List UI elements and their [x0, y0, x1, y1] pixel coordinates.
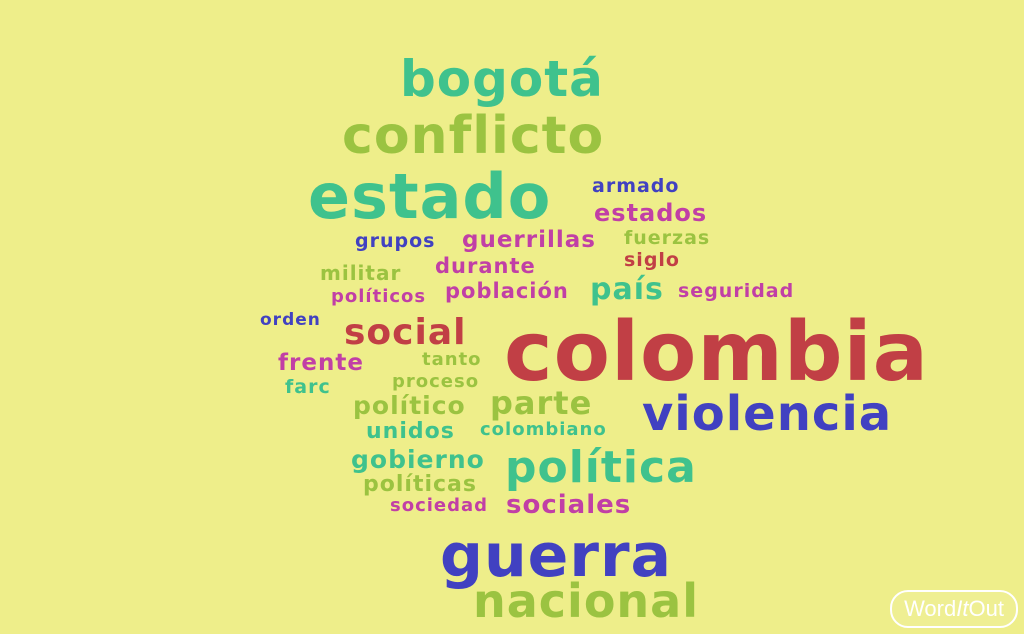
- word-19: tanto: [422, 349, 482, 370]
- word-17: colombia: [504, 305, 929, 400]
- word-25: unidos: [366, 419, 455, 444]
- word-24: violencia: [642, 386, 893, 442]
- word-7: fuerzas: [624, 227, 711, 249]
- word-9: durante: [435, 254, 536, 278]
- word-4: estados: [594, 199, 708, 227]
- word-5: grupos: [355, 230, 436, 252]
- word-27: gobierno: [351, 445, 485, 474]
- logo-out: Out: [968, 596, 1004, 621]
- word-15: orden: [260, 310, 321, 330]
- word-11: políticos: [331, 286, 427, 307]
- logo-word: Word: [904, 596, 957, 621]
- word-22: político: [353, 391, 466, 420]
- word-8: militar: [320, 261, 402, 285]
- word-14: seguridad: [678, 280, 795, 302]
- word-31: sociales: [506, 490, 632, 520]
- word-20: farc: [285, 376, 331, 398]
- wordItOut-logo: Word It Out: [890, 590, 1018, 628]
- word-0: bogotá: [400, 50, 604, 108]
- word-2: estado: [308, 160, 552, 233]
- word-1: conflicto: [342, 106, 605, 166]
- word-29: políticas: [363, 472, 477, 497]
- word-23: parte: [490, 384, 593, 422]
- word-12: población: [445, 279, 569, 303]
- logo-it: It: [956, 596, 969, 621]
- word-6: guerrillas: [462, 227, 596, 253]
- word-3: armado: [592, 175, 680, 197]
- word-32: guerra: [440, 521, 673, 591]
- word-30: sociedad: [390, 495, 489, 516]
- word-33: nacional: [473, 574, 699, 628]
- word-16: social: [344, 312, 467, 353]
- word-21: proceso: [392, 371, 480, 392]
- word-26: colombiano: [480, 419, 607, 440]
- word-13: país: [590, 272, 664, 307]
- word-28: política: [505, 442, 697, 493]
- word-10: siglo: [624, 249, 680, 271]
- word-18: frente: [278, 350, 364, 376]
